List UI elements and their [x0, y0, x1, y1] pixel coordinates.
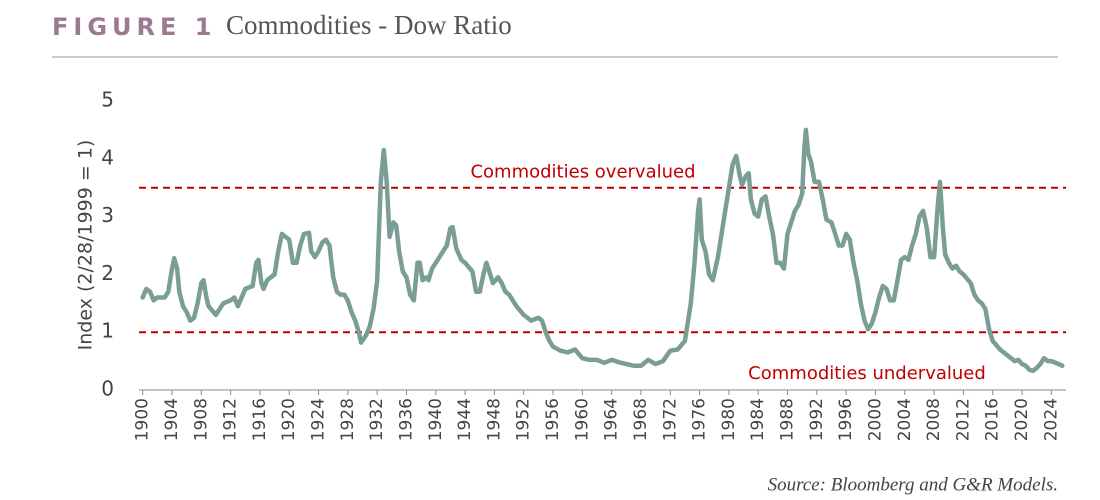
x-tick-label: 1944 — [455, 398, 475, 441]
x-tick-label: 1984 — [748, 398, 768, 441]
x-tick-label: 1924 — [309, 398, 329, 441]
x-tick-label: 2000 — [865, 398, 885, 441]
chart-title: Commodities - Dow Ratio — [226, 10, 512, 40]
x-tick-label: 1956 — [543, 398, 563, 441]
reference-label: Commodities overvalued — [470, 162, 695, 183]
x-tick-label: 2004 — [895, 398, 915, 441]
x-tick-label: 1952 — [514, 398, 534, 441]
x-tick-label: 1936 — [396, 398, 416, 441]
x-tick-label: 1996 — [836, 398, 856, 441]
x-tick-label: 1920 — [279, 398, 299, 441]
x-tick-label: 1916 — [250, 398, 270, 441]
x-tick-label: 1912 — [221, 398, 241, 441]
x-tick-label: 2020 — [1012, 398, 1032, 441]
x-tick-label: 1972 — [660, 398, 680, 441]
x-tick-label: 2016 — [983, 398, 1003, 441]
x-tick-label: 2008 — [924, 398, 944, 441]
x-tick-label: 1948 — [484, 398, 504, 441]
x-tick-label: 1908 — [191, 398, 211, 441]
x-tick-label: 1988 — [778, 398, 798, 441]
x-tick-label: 1940 — [426, 398, 446, 441]
source: Source: Bloomberg and G&R Models. — [768, 474, 1058, 495]
y-axis-label: Index (2/28/1999 = 1) — [75, 140, 97, 351]
y-tick-label: 4 — [101, 145, 114, 169]
x-tick-label: 1928 — [338, 398, 358, 441]
x-tick-label: 1960 — [572, 398, 592, 441]
y-tick-label: 0 — [101, 377, 114, 401]
figure-label: FIGURE 1 — [52, 13, 216, 41]
x-tick-label: 1964 — [602, 398, 622, 441]
x-tick-label: 1992 — [807, 398, 827, 441]
y-tick-label: 3 — [101, 203, 114, 227]
x-tick-label: 2024 — [1041, 398, 1061, 441]
x-tick-label: 1900 — [133, 398, 153, 441]
x-tick-label: 1968 — [631, 398, 651, 441]
x-tick-label: 2012 — [953, 398, 973, 441]
y-tick-label: 2 — [101, 261, 114, 285]
data-line — [140, 127, 1065, 374]
y-tick-label: 1 — [101, 319, 114, 343]
x-tick-label: 1904 — [162, 398, 182, 441]
y-tick-label: 5 — [101, 88, 114, 112]
x-tick-label: 1976 — [690, 398, 710, 441]
x-tick-label: 1980 — [719, 398, 739, 441]
x-tick-label: 1932 — [367, 398, 387, 441]
reference-label: Commodities undervalued — [748, 363, 986, 384]
